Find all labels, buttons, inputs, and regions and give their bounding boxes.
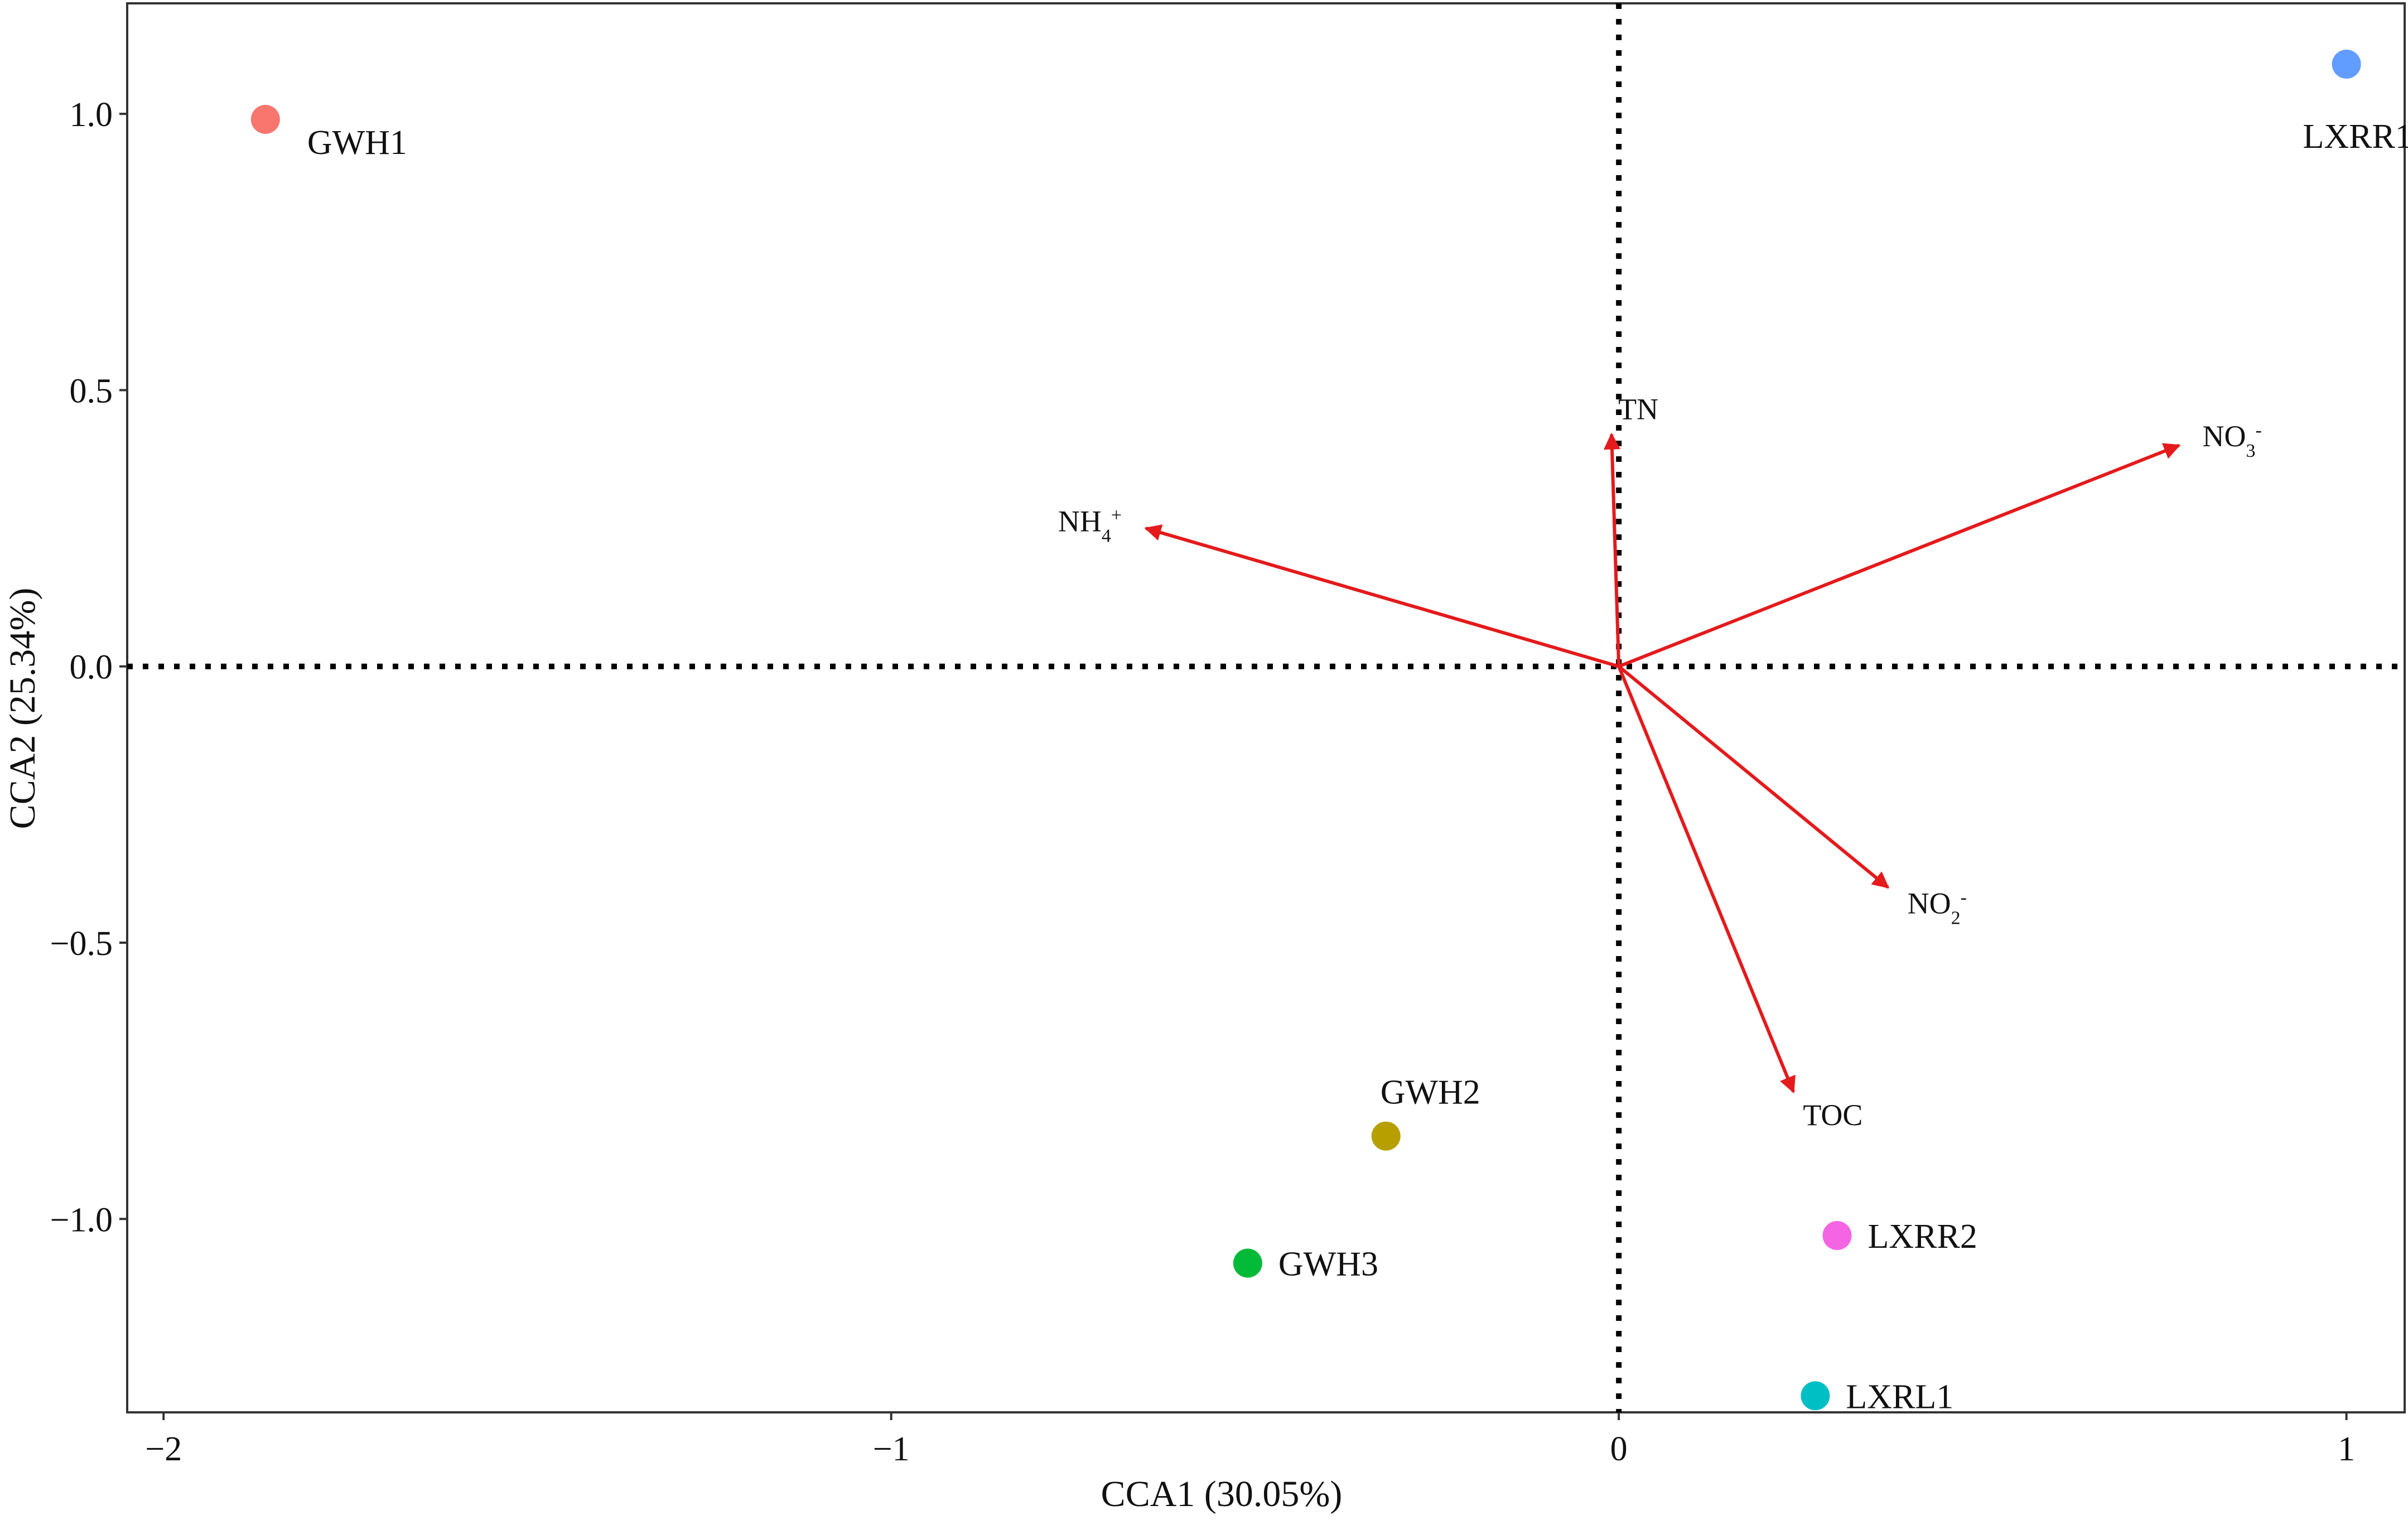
vector-label-toc: TOC	[1803, 1098, 1862, 1132]
point-label-gwh3: GWH3	[1278, 1246, 1378, 1283]
vector-label-nh4: NH4+	[1058, 504, 1122, 546]
x-tick-label: 1	[2338, 1430, 2355, 1468]
x-tick-label: 0	[1610, 1430, 1628, 1468]
y-tick-label: 0.5	[70, 372, 113, 410]
point-label-lxrl1: LXRL1	[1846, 1378, 1953, 1416]
vector-arrow-toc	[1617, 665, 1796, 1094]
y-axis: −1.0 −0.5 0.0 0.5 1.0	[50, 96, 127, 1239]
x-axis-title: CCA1 (30.05%)	[1101, 1474, 1343, 1514]
point-label-lxrr1: LXRR1	[2303, 118, 2408, 156]
vector-arrow-nh4	[1144, 524, 1620, 668]
x-tick-label: −1	[873, 1430, 910, 1468]
point-lxrl1	[1801, 1381, 1830, 1411]
reference-lines	[127, 3, 2405, 1412]
environmental-vectors: TN NH4+ NO3- NO2- TOC	[1058, 393, 2262, 1132]
point-label-lxrr2: LXRR2	[1868, 1218, 1977, 1256]
point-label-gwh2: GWH2	[1381, 1074, 1480, 1112]
site-points: GWH1 GWH2 GWH3 LXRR1 LXRR2 LXRL1	[250, 49, 2408, 1416]
vector-label-no3: NO3-	[2202, 419, 2261, 461]
y-tick-label: 0.0	[70, 649, 113, 687]
point-gwh3	[1233, 1248, 1262, 1278]
vector-label-tn: TN	[1618, 393, 1658, 426]
vector-label-no2: NO2-	[1908, 886, 1967, 928]
point-gwh2	[1371, 1121, 1401, 1151]
x-tick-label: −2	[145, 1430, 182, 1468]
point-lxrr2	[1822, 1221, 1852, 1251]
y-tick-label: −0.5	[50, 925, 113, 963]
x-axis: −2 −1 0 1	[145, 1412, 2355, 1468]
point-lxrr1	[2332, 49, 2361, 79]
vector-arrow-no2	[1618, 665, 1890, 889]
vector-arrow-tn	[1603, 432, 1621, 667]
point-label-gwh1: GWH1	[307, 124, 407, 162]
point-gwh1	[250, 105, 280, 134]
plot-panel	[126, 2, 2406, 1413]
y-axis-title: CCA2 (25.34%)	[2, 588, 43, 829]
y-tick-label: 1.0	[70, 96, 113, 134]
y-tick-label: −1.0	[50, 1201, 113, 1239]
vector-arrow-no3	[1618, 443, 2181, 668]
